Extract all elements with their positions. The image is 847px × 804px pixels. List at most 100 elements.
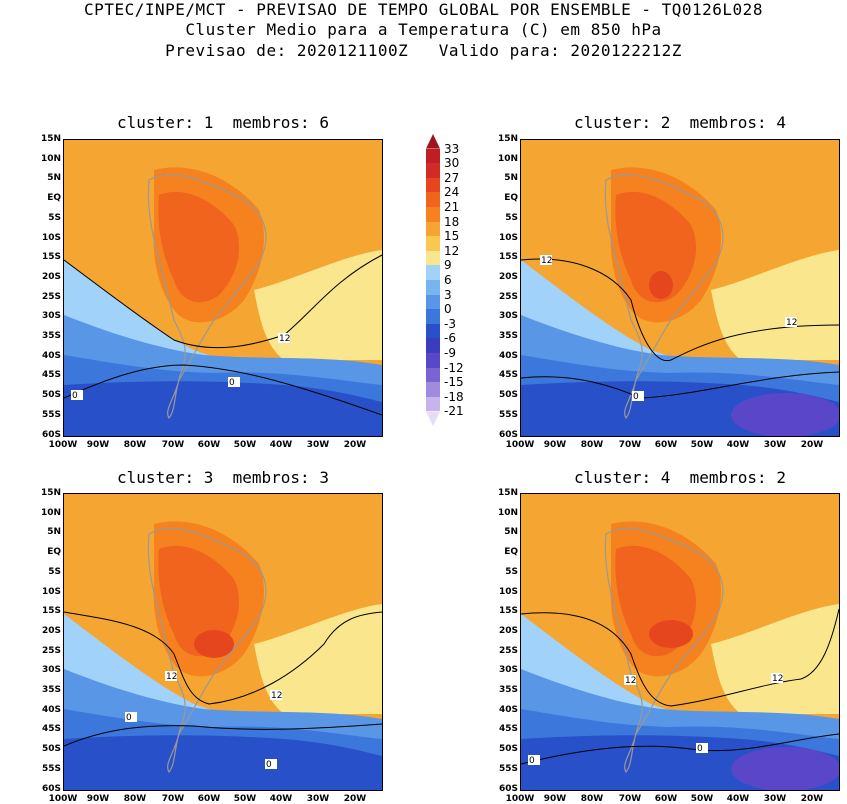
contour-label: 0 (632, 391, 644, 402)
colorbar-label: 27 (444, 170, 460, 185)
temperature-field: 12 12 0 (521, 140, 839, 436)
colorbar-label: 0 (444, 302, 452, 317)
longitude-label: 70W (618, 794, 642, 804)
contour-label: 12 (785, 317, 797, 328)
latitude-label: 5N (47, 527, 61, 538)
latitude-label: 15S (498, 606, 518, 617)
latitude-label: EQ (47, 547, 61, 558)
coastline (604, 528, 724, 774)
contour-label: 0 (265, 759, 277, 770)
latitude-label: 20S (41, 271, 61, 282)
contour-label: 0 (696, 743, 708, 754)
latitude-label: EQ (504, 193, 518, 204)
latitude-label: 45S (498, 370, 518, 381)
colorbar-label: 12 (444, 243, 460, 258)
colorbar-segment (426, 353, 440, 368)
longitude-label: 20W (343, 440, 367, 450)
svg-text:0: 0 (697, 744, 703, 754)
latitude-label: 5S (48, 212, 61, 223)
latitude-label: 10N (497, 153, 518, 164)
latitude-label: 10S (41, 232, 61, 243)
latitude-label: 20S (498, 271, 518, 282)
contour-line (64, 611, 382, 705)
latitude-label: 30S (498, 311, 518, 322)
colorbar-label: -18 (444, 389, 464, 404)
colorbar-label: -3 (444, 316, 456, 331)
latitude-label: 45S (498, 724, 518, 735)
hot-spot (649, 620, 693, 648)
longitude-label: 40W (726, 440, 750, 450)
panel-title-3: cluster: 3 membros: 3 (117, 468, 329, 487)
latitude-label: 10N (40, 507, 61, 518)
title-line-2: Cluster Medio para a Temperatura (C) em … (185, 20, 662, 39)
longitude-label: 50W (233, 794, 257, 804)
contour-line (521, 608, 839, 707)
coastline (147, 528, 267, 774)
latitude-label: 25S (498, 291, 518, 302)
colorbar-segment (426, 221, 440, 237)
latitude-label: 50S (498, 744, 518, 755)
latitude-label: 15S (41, 606, 61, 617)
longitude-label: 80W (123, 440, 147, 450)
colorbar-segment (426, 411, 440, 426)
longitude-label: 100W (505, 794, 535, 804)
colorbar-label: -21 (444, 404, 464, 419)
latitude-label: 20S (498, 625, 518, 636)
svg-text:0: 0 (126, 713, 132, 723)
latitude-label: 10S (498, 586, 518, 597)
latitude-label: 10S (41, 586, 61, 597)
svg-text:12: 12 (541, 256, 552, 266)
colorbar-segment (426, 280, 440, 295)
colorbar-segment (426, 250, 440, 266)
hot-spot (649, 271, 673, 299)
longitude-label: 50W (690, 794, 714, 804)
latitude-label: 25S (498, 645, 518, 656)
longitude-label: 90W (86, 794, 110, 804)
latitude-label: 60S (41, 783, 61, 794)
longitude-label: 20W (800, 440, 824, 450)
longitude-label: 80W (580, 440, 604, 450)
latitude-label: 5N (504, 527, 518, 538)
latitude-label: 10S (498, 232, 518, 243)
latitude-label: 20S (41, 625, 61, 636)
latitude-label: 40S (498, 350, 518, 361)
colorbar-segment (426, 148, 440, 164)
colorbar-segment (426, 367, 440, 383)
shaded-band (158, 191, 239, 303)
latitude-label: EQ (47, 193, 61, 204)
shaded-band (254, 604, 382, 714)
map-panel-cluster-2: 12 12 0 15N 10N 5N EQ 5S 10S 15S 20S 25S 30S 35S 40S 45… (498, 134, 840, 450)
latitude-label: 15N (40, 134, 61, 144)
latitude-label: 60S (498, 783, 518, 794)
latitude-label: 50S (41, 744, 61, 755)
contour-label: 0 (125, 712, 137, 723)
longitude-label: 70W (161, 440, 185, 450)
longitude-label: 90W (86, 440, 110, 450)
colorbar-label: 30 (444, 156, 460, 171)
colorbar-segment (426, 382, 440, 397)
latitude-label: 50S (41, 390, 61, 401)
panel-title-2: cluster: 2 membros: 4 (574, 113, 786, 132)
map-area: 12 0 0 (63, 139, 383, 437)
contour-label: 12 (771, 673, 783, 684)
cold-core (731, 747, 839, 790)
longitude-label: 100W (48, 440, 78, 450)
colorbar-segment (426, 177, 440, 193)
contour-line (521, 258, 839, 362)
latitude-label: 35S (41, 331, 61, 341)
shaded-band (158, 545, 239, 657)
colorbar-label: -12 (444, 360, 464, 375)
latitude-label: 60S (41, 429, 61, 440)
latitude-label: 15S (41, 252, 61, 263)
longitude-label: 30W (763, 794, 787, 804)
title-line-3: Previsao de: 2020121100Z Valido para: 20… (165, 41, 682, 60)
colorbar-segment (426, 163, 440, 178)
longitude-label: 100W (505, 440, 535, 450)
latitude-label: 45S (41, 724, 61, 735)
shaded-band (64, 381, 382, 436)
temperature-field: 12 0 0 (64, 140, 382, 436)
svg-text:0: 0 (266, 760, 272, 770)
coastline (604, 174, 724, 420)
latitude-label: 55S (498, 763, 518, 774)
latitude-label: 50S (498, 390, 518, 401)
